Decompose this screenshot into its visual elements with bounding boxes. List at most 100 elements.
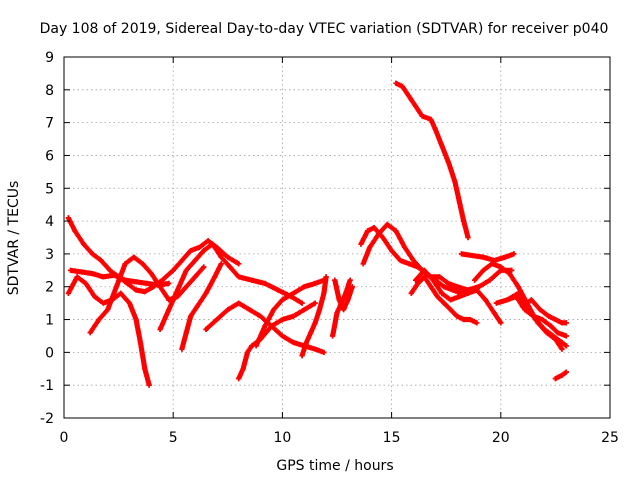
- data-point: [349, 284, 355, 290]
- data-point: [421, 274, 427, 280]
- data-point: [126, 300, 133, 306]
- data-point: [257, 313, 264, 319]
- data-point: [140, 261, 146, 267]
- data-point: [144, 280, 150, 287]
- data-point: [203, 290, 209, 296]
- data-point: [133, 279, 139, 285]
- data-point: [563, 333, 569, 339]
- data-point: [522, 307, 528, 313]
- data-point: [78, 269, 85, 275]
- series-s22: [520, 297, 569, 326]
- data-point: [428, 284, 434, 290]
- data-point: [415, 280, 421, 287]
- data-point: [83, 280, 89, 287]
- data-point: [367, 244, 373, 250]
- data-point: [214, 316, 220, 323]
- series-s6: [179, 261, 224, 352]
- y-tick-label: 5: [45, 181, 54, 197]
- data-point: [253, 343, 259, 349]
- data-point: [552, 316, 558, 323]
- data-point: [271, 307, 277, 313]
- data-point: [275, 287, 281, 293]
- data-point: [546, 313, 552, 319]
- data-point: [323, 274, 329, 280]
- data-point: [301, 307, 307, 313]
- data-point: [360, 261, 366, 267]
- data-point: [413, 103, 419, 109]
- y-tick-label: 6: [45, 148, 54, 164]
- data-point: [471, 277, 478, 283]
- data-point: [434, 293, 441, 300]
- data-point: [393, 80, 399, 86]
- data-point: [465, 234, 471, 241]
- data-point: [552, 336, 558, 342]
- data-point: [445, 159, 451, 165]
- data-point: [303, 339, 310, 346]
- data-point: [476, 284, 482, 290]
- data-point: [421, 267, 427, 273]
- data-point: [482, 297, 489, 303]
- data-point: [445, 280, 451, 287]
- data-point: [212, 274, 218, 280]
- data-point: [91, 293, 98, 300]
- data-point: [107, 267, 113, 273]
- data-point: [461, 218, 467, 224]
- data-point: [65, 215, 71, 221]
- data-point: [441, 300, 447, 306]
- axis-ticks: 0 5 10 15 20 25 -2 -1 0 1 2 3 4 5 6 7 8 9: [40, 50, 619, 446]
- data-point: [413, 277, 419, 283]
- data-point: [218, 261, 224, 267]
- data-point: [166, 307, 172, 313]
- series-s23: [552, 369, 569, 382]
- data-point: [432, 126, 438, 132]
- data-point: [458, 251, 465, 257]
- data-point: [406, 93, 412, 99]
- data-point: [530, 313, 537, 319]
- data-point: [450, 287, 456, 293]
- y-tick-label: 8: [45, 83, 54, 99]
- x-tick-label: 15: [383, 430, 401, 446]
- data-point: [74, 274, 80, 280]
- data-point: [133, 287, 139, 293]
- data-point: [461, 316, 467, 323]
- data-point: [474, 320, 480, 326]
- y-tick-label: -1: [40, 378, 54, 394]
- data-point: [122, 261, 128, 267]
- series-s1: [65, 215, 242, 295]
- data-point: [131, 254, 137, 260]
- data-point: [142, 366, 148, 372]
- data-point: [301, 284, 307, 290]
- data-point: [194, 303, 200, 310]
- data-point: [456, 293, 462, 300]
- data-point: [205, 238, 211, 244]
- series-s9: [253, 277, 327, 349]
- y-tick-label: 0: [45, 345, 54, 361]
- data-point: [236, 300, 242, 306]
- data-point: [100, 274, 106, 280]
- data-marker-path: [253, 277, 327, 349]
- data-point: [192, 257, 198, 264]
- data-point: [111, 272, 117, 278]
- data-point: [347, 277, 353, 283]
- data-point: [469, 252, 476, 259]
- data-point: [454, 313, 460, 319]
- data-point: [559, 346, 565, 352]
- data-point: [563, 320, 569, 326]
- data-point: [397, 257, 403, 264]
- data-point: [428, 116, 434, 122]
- y-axis-label: SDTVAR / TECUs: [6, 181, 22, 296]
- data-point: [179, 257, 185, 264]
- data-point: [268, 323, 275, 329]
- data-point: [544, 330, 550, 336]
- data-point: [312, 320, 318, 326]
- data-point: [410, 257, 417, 264]
- data-point: [98, 257, 104, 264]
- data-marks: [65, 80, 569, 388]
- data-point: [340, 307, 347, 313]
- data-point: [225, 307, 231, 313]
- data-point: [375, 231, 382, 237]
- data-point: [279, 316, 285, 323]
- data-point: [137, 339, 144, 346]
- data-point: [520, 303, 526, 310]
